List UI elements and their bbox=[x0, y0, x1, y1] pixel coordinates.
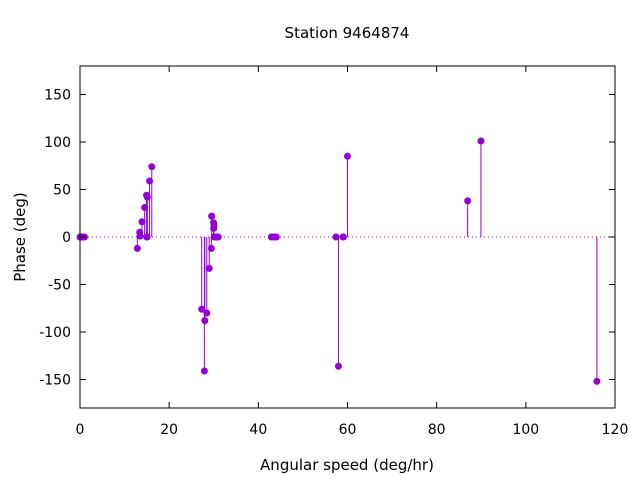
y-tick-label: -150 bbox=[39, 373, 71, 389]
data-point bbox=[272, 233, 280, 241]
y-tick-label: 150 bbox=[44, 88, 71, 104]
data-point bbox=[207, 244, 215, 252]
data-point bbox=[334, 362, 342, 370]
x-tick-label: 120 bbox=[602, 422, 629, 438]
data-point bbox=[148, 163, 156, 171]
data-point bbox=[464, 197, 472, 205]
point-series bbox=[76, 137, 601, 385]
data-point bbox=[203, 309, 211, 317]
data-point bbox=[205, 264, 213, 272]
data-point bbox=[332, 233, 340, 241]
x-axis-label: Angular speed (deg/hr) bbox=[260, 456, 434, 474]
y-tick-label: -100 bbox=[39, 325, 71, 341]
x-tick-label: 100 bbox=[512, 422, 539, 438]
x-tick-label: 60 bbox=[339, 422, 357, 438]
data-point bbox=[136, 232, 144, 240]
y-axis-label: Phase (deg) bbox=[11, 192, 29, 282]
x-tick-label: 0 bbox=[76, 422, 85, 438]
data-point bbox=[214, 233, 222, 241]
data-point bbox=[138, 218, 146, 226]
chart-title: Station 9464874 bbox=[285, 24, 410, 42]
data-point bbox=[133, 244, 141, 252]
data-point bbox=[146, 177, 154, 185]
data-point bbox=[141, 204, 149, 212]
data-point bbox=[208, 212, 216, 220]
y-tick-label: 100 bbox=[44, 135, 71, 151]
data-point bbox=[198, 305, 206, 313]
data-point bbox=[201, 317, 209, 325]
x-tick-label: 80 bbox=[428, 422, 446, 438]
y-tick-label: 50 bbox=[53, 183, 71, 199]
data-point bbox=[143, 233, 151, 241]
y-tick-label: 0 bbox=[62, 230, 71, 246]
data-point bbox=[344, 152, 351, 160]
y-tick-label: -50 bbox=[48, 278, 71, 294]
x-tick-label: 20 bbox=[160, 422, 178, 438]
data-point bbox=[477, 137, 485, 145]
data-point bbox=[210, 222, 218, 230]
data-point bbox=[593, 377, 601, 385]
axis-ticks: 0 20 40 60 80 100 120 -150 -100 -50 0 50 100 150 bbox=[39, 66, 628, 438]
x-tick-label: 40 bbox=[249, 422, 267, 438]
impulse-series bbox=[136, 141, 598, 382]
data-point bbox=[143, 193, 151, 201]
data-point bbox=[200, 367, 208, 375]
data-point bbox=[339, 233, 347, 241]
